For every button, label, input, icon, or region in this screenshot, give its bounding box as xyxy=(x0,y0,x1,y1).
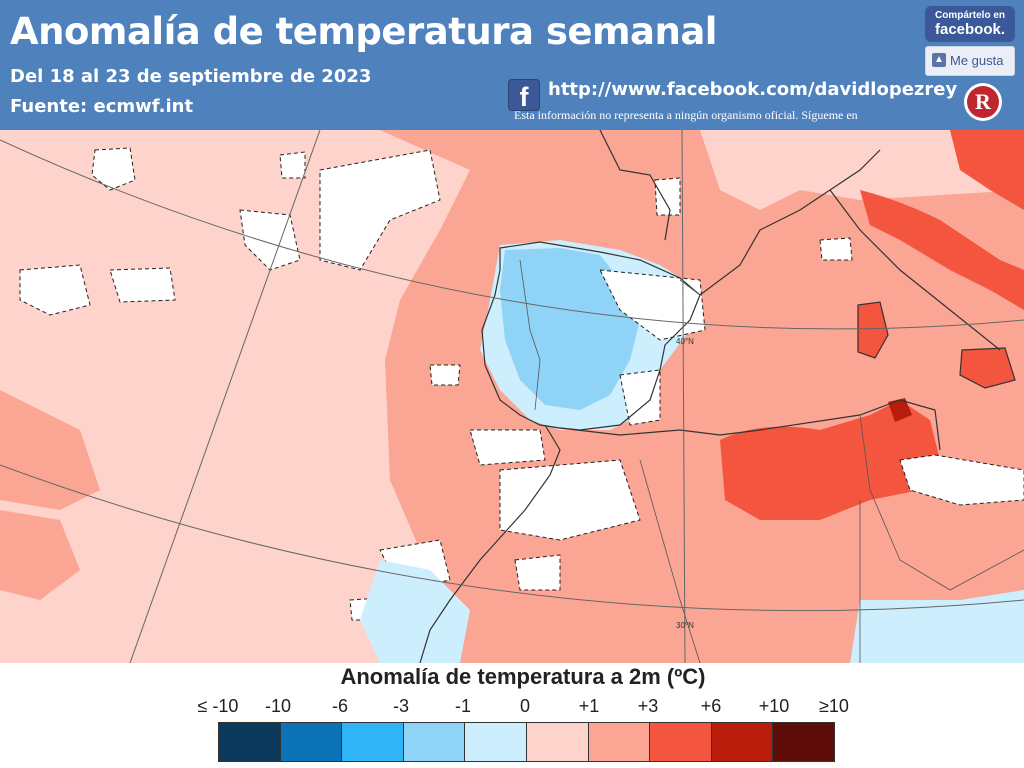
legend-swatch xyxy=(402,722,465,762)
anomaly-zone-plus1-west xyxy=(0,390,100,510)
anomaly-map: 40°N 30°N xyxy=(0,130,1024,663)
latitude-label-40: 40°N xyxy=(676,337,694,346)
legend-title: Anomalía de temperatura a 2m (ºC) xyxy=(0,664,1024,690)
legend-tick: ≥10 xyxy=(819,696,849,716)
legend-swatch xyxy=(464,722,526,762)
header-bar: Anomalía de temperatura semanal Del 18 a… xyxy=(0,0,1024,130)
borders xyxy=(519,259,1024,663)
legend-tick: -6 xyxy=(331,696,348,716)
graticule xyxy=(0,130,1024,663)
legend-tick: 0 xyxy=(519,696,530,716)
legend-swatch xyxy=(587,722,650,762)
legend-tick: -3 xyxy=(392,696,409,716)
legend-separator xyxy=(402,722,404,762)
legend-tick: ≤ -10 xyxy=(197,696,239,716)
legend-swatch xyxy=(772,722,835,762)
anomaly-zone-plus3-balkans xyxy=(950,130,1024,210)
anomaly-zone-canaries xyxy=(360,560,470,663)
anomaly-zone-plus3-algeria xyxy=(720,400,940,520)
anomaly-zone-libya xyxy=(850,590,1024,663)
coastlines xyxy=(419,130,1016,663)
source-label: Fuente: ecmwf.int xyxy=(10,96,194,117)
like-label: Me gusta xyxy=(950,53,1004,68)
legend-swatch xyxy=(649,722,711,762)
legend-tick: +10 xyxy=(758,696,790,716)
share-facebook-button[interactable]: Compártelo en facebook. xyxy=(925,6,1015,42)
legend-swatch xyxy=(341,722,403,762)
like-button[interactable]: ▲ Me gusta xyxy=(925,46,1015,76)
anomaly-zone-iberia-blue xyxy=(500,248,640,410)
thumbs-up-icon: ▲ xyxy=(932,53,946,67)
legend-swatch xyxy=(526,722,588,762)
anomaly-zone-plus3-sicily xyxy=(960,348,1015,388)
legend-swatch xyxy=(218,722,281,762)
legend-separator xyxy=(710,722,712,762)
legend-tick: -1 xyxy=(454,696,471,716)
facebook-icon[interactable]: f xyxy=(508,79,540,112)
legend-tick: +3 xyxy=(637,696,659,716)
legend-separator xyxy=(279,722,281,762)
anomaly-zone-plus1-north xyxy=(380,130,1024,663)
legend-separator xyxy=(526,722,527,762)
legend-separator xyxy=(341,722,343,762)
legend-separator xyxy=(649,722,651,762)
disclaimer-text: Esta información no representa a ningún … xyxy=(514,108,858,122)
legend-swatch xyxy=(279,722,342,762)
brand-logo-letter: R xyxy=(967,86,999,118)
legend-tick: +1 xyxy=(578,696,600,716)
legend-tick: -10 xyxy=(264,696,291,716)
anomaly-zone-plus3-italy xyxy=(860,190,1024,310)
legend-separator xyxy=(772,722,774,762)
share-top-label: Compártelo en xyxy=(934,10,1005,21)
page-title: Anomalía de temperatura semanal xyxy=(10,10,717,53)
anomaly-zone-plus6-tunisia xyxy=(888,398,912,422)
legend-separator xyxy=(464,722,466,762)
date-range: Del 18 al 23 de septiembre de 2023 xyxy=(10,66,372,87)
legend-swatch xyxy=(710,722,773,762)
latitude-label-30: 30°N xyxy=(676,621,694,630)
brand-logo-icon: R xyxy=(964,83,1002,121)
legend-title-text: Anomalía de temperatura a 2m (ºC) xyxy=(340,664,706,689)
facebook-link[interactable]: http://www.facebook.com/davidlopezrey xyxy=(548,79,958,100)
anomaly-zone-plus3-sardinia xyxy=(858,302,888,358)
anomaly-zone-plus1-bottomleft xyxy=(0,510,80,600)
legend-tick: +6 xyxy=(700,696,722,716)
share-facebook-label: facebook. xyxy=(934,21,1006,38)
legend-separator xyxy=(587,722,589,762)
